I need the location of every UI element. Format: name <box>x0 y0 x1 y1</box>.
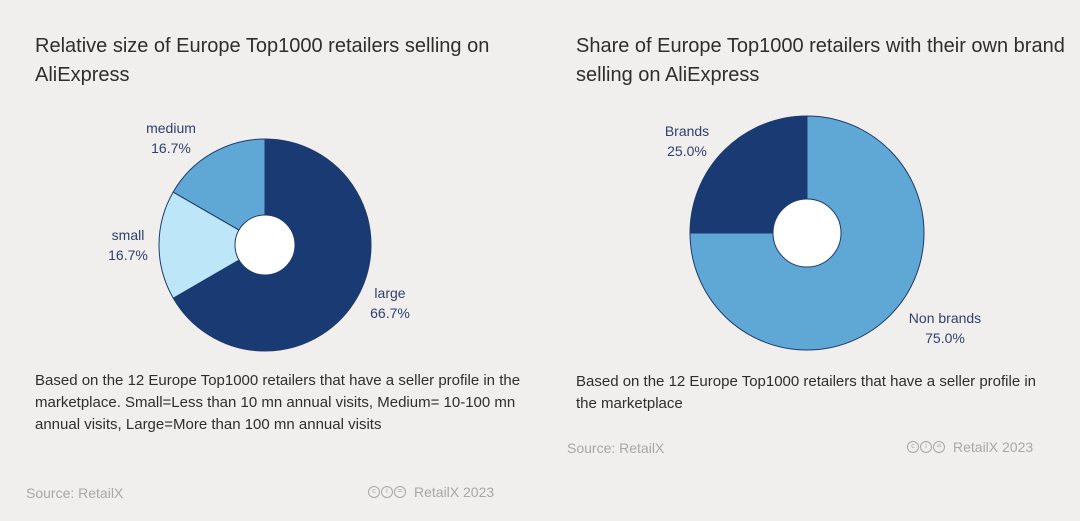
pie-slice-medium <box>172 138 266 246</box>
chart-panel-left: Relative size of Europe Top1000 retailer… <box>26 35 521 501</box>
slice-category-label: medium <box>146 120 196 136</box>
slice-value-label: 66.7% <box>370 305 410 321</box>
chart-note: Based on the 12 Europe Top1000 retailers… <box>35 372 521 433</box>
pie-slice-small <box>158 191 266 299</box>
donut-hole <box>234 214 296 276</box>
slice-category-label: Non brands <box>909 310 981 326</box>
slice-value-label: 25.0% <box>667 143 707 159</box>
credit: c i = RetailX 2023 <box>907 439 1033 455</box>
chart-panel-right: Share of Europe Top1000 retailers with t… <box>540 0 1080 521</box>
pie-slice-non-brands <box>689 115 925 351</box>
slice-value-label: 75.0% <box>925 330 965 346</box>
chart-title: Relative size of Europe Top1000 retailer… <box>35 35 490 86</box>
slice-value-label: 16.7% <box>151 140 191 156</box>
slice-value-label: 16.7% <box>108 247 148 263</box>
donut-chart-size: large 66.7% small 16.7% medium 16.7% <box>108 120 410 352</box>
credit-text: RetailX 2023 <box>953 439 1034 455</box>
pie-slice-brands <box>689 115 808 234</box>
slice-category-label: small <box>112 227 145 243</box>
credit: c i = RetailX 2023 <box>368 484 494 500</box>
slice-category-label: large <box>374 285 405 301</box>
source-text: Source: RetailX <box>26 485 124 501</box>
donut-chart-brands: Non brands 75.0% Brands 25.0% <box>665 115 981 351</box>
chart-note: Based on the 12 Europe Top1000 retailers… <box>576 373 1037 412</box>
creative-commons-icon: c i = <box>368 486 406 498</box>
donut-hole <box>772 198 842 268</box>
creative-commons-icon: c i = <box>907 441 945 453</box>
source-text: Source: RetailX <box>567 440 665 456</box>
credit-text: RetailX 2023 <box>414 484 495 500</box>
slice-category-label: Brands <box>665 123 709 139</box>
chart-title: Share of Europe Top1000 retailers with t… <box>576 35 1065 86</box>
